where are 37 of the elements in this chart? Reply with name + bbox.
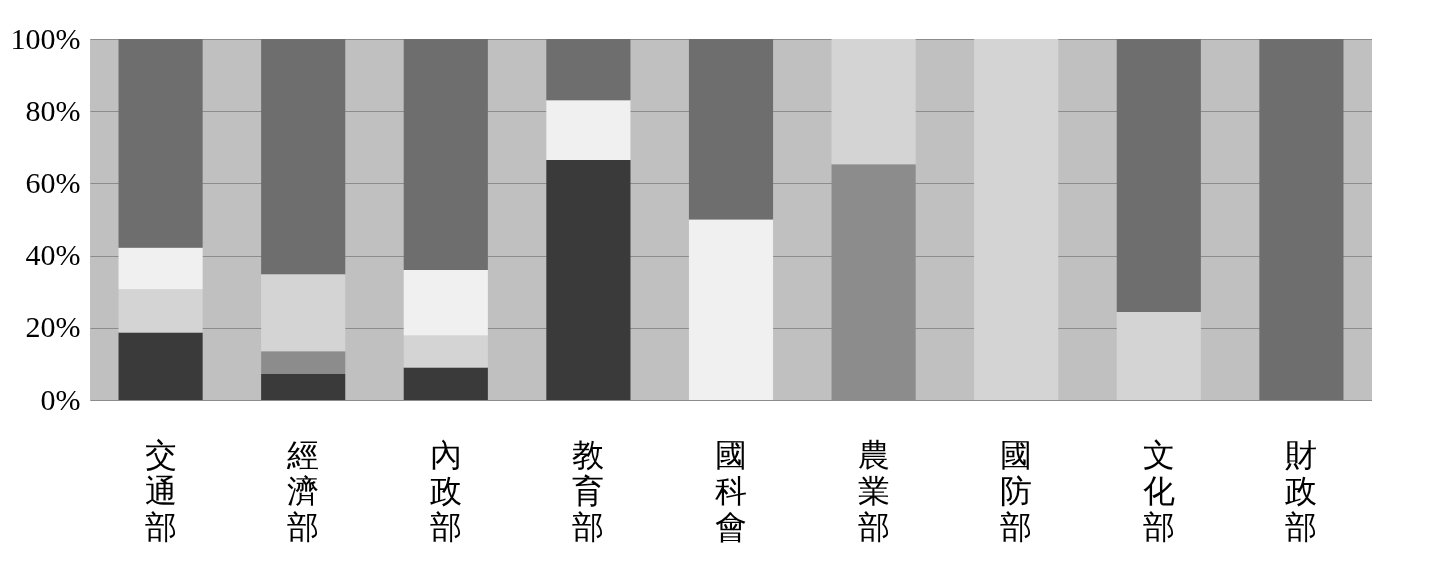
bar bbox=[261, 374, 346, 400]
bar bbox=[1259, 39, 1344, 400]
bar bbox=[974, 39, 1059, 400]
y-tick-label: 0% bbox=[40, 382, 81, 416]
x-tick-label: 文化部 bbox=[1142, 435, 1175, 546]
x-tick-label: 國科會 bbox=[715, 435, 747, 546]
x-tick-label: 交通部 bbox=[144, 435, 177, 546]
x-tick-label: 農業部 bbox=[857, 435, 890, 546]
bar bbox=[546, 39, 631, 101]
y-tick-label: 80% bbox=[25, 93, 81, 127]
bar bbox=[261, 39, 346, 275]
bar bbox=[403, 367, 488, 400]
bar bbox=[688, 39, 774, 220]
bar bbox=[546, 100, 631, 160]
bar bbox=[403, 335, 488, 368]
bar bbox=[118, 289, 203, 333]
bar bbox=[118, 247, 203, 290]
bar bbox=[261, 351, 346, 375]
x-tick-label: 內政部 bbox=[429, 435, 462, 546]
y-tick-label: 20% bbox=[25, 310, 81, 344]
bar bbox=[546, 159, 631, 400]
x-tick-label: 教育部 bbox=[572, 435, 605, 546]
y-tick-label: 60% bbox=[25, 165, 81, 199]
bar bbox=[1116, 39, 1201, 312]
bar bbox=[403, 39, 488, 271]
x-tick-label: 國防部 bbox=[1000, 435, 1033, 546]
bar bbox=[1116, 311, 1201, 400]
bar bbox=[688, 219, 774, 400]
y-tick-label: 100% bbox=[10, 21, 81, 55]
bar bbox=[118, 332, 203, 400]
bar bbox=[261, 274, 346, 352]
bar bbox=[403, 270, 488, 336]
x-tick-label: 經濟部 bbox=[286, 435, 320, 546]
bar bbox=[831, 39, 916, 165]
bar bbox=[118, 39, 203, 248]
x-tick-label: 財政部 bbox=[1285, 435, 1318, 546]
y-tick-label: 40% bbox=[25, 238, 81, 272]
